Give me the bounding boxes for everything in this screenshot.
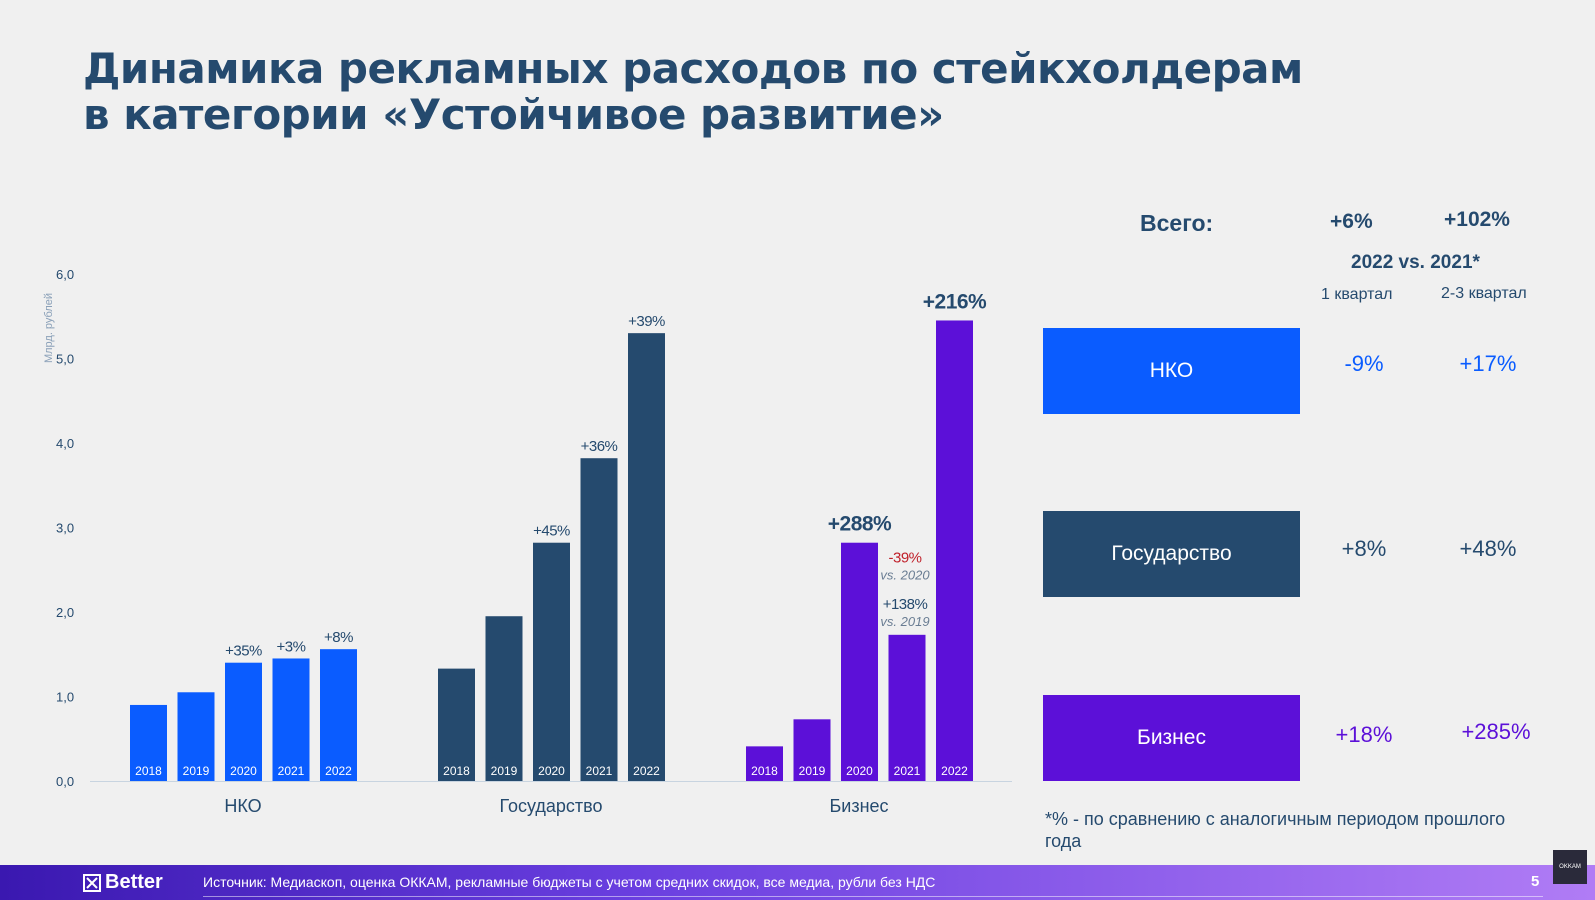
bar-year-label: 2019 (799, 764, 826, 778)
y-tick-label: 3,0 (56, 521, 74, 536)
bar (793, 719, 831, 781)
nko-q23: +17% (1459, 351, 1517, 376)
bar-value-label: +288% (828, 513, 892, 536)
x-category-label: Государство (499, 796, 602, 816)
bar (225, 662, 262, 781)
x-category-label: НКО (224, 796, 261, 816)
annotation-note: vs. 2020 (880, 568, 930, 583)
biz-q1: +18% (1335, 722, 1393, 747)
bar-value-label: +36% (581, 438, 618, 455)
annotation-value: -39% (888, 550, 921, 567)
bar-year-label: 2019 (491, 764, 518, 778)
total-q23: +102% (1444, 208, 1510, 231)
total-label: Всего: (1140, 210, 1214, 236)
bar-year-label: 2018 (751, 764, 778, 778)
source-text: Источник: Медиаскоп, оценка ОККАМ, рекла… (203, 874, 936, 890)
gos-q1: +8% (1341, 536, 1387, 561)
bar-year-label: 2020 (846, 764, 873, 778)
bar-year-label: 2020 (230, 764, 257, 778)
title-line-1: Динамика рекламных расходов по стейкхолд… (83, 44, 1303, 93)
legend-box-gos: Государство (1043, 511, 1300, 597)
bar (746, 746, 783, 781)
q23-label: 2-3 квартал (1441, 285, 1527, 302)
bar (533, 542, 570, 781)
legend-box-biz: Бизнес (1043, 695, 1300, 781)
bar (580, 458, 618, 781)
bar-year-label: 2022 (633, 764, 660, 778)
brand-icon (83, 873, 101, 892)
page-title: Динамика рекламных расходов по стейкхолд… (83, 46, 1303, 138)
bar-year-label: 2022 (325, 764, 352, 778)
bar-value-label: +3% (277, 638, 306, 655)
brand-logo: Better (83, 871, 163, 894)
footer-bar: Better Источник: Медиаскоп, оценка ОККАМ… (0, 865, 1595, 900)
okkam-logo: OKKAM (1553, 850, 1587, 884)
compare-label: 2022 vs. 2021* (1351, 252, 1480, 273)
bar (177, 692, 215, 781)
bar-value-label: +39% (628, 313, 665, 330)
y-tick-label: 4,0 (56, 436, 74, 451)
page-number: 5 (1531, 873, 1540, 890)
legend-box-nko: НКО (1043, 328, 1300, 414)
bar (888, 634, 926, 781)
bar-year-label: 2020 (538, 764, 565, 778)
bar-year-label: 2021 (586, 764, 613, 778)
legend-label-gos: Государство (1111, 542, 1232, 565)
bar (272, 658, 310, 781)
bar (841, 542, 878, 781)
bar (438, 668, 475, 781)
bar-value-label: +45% (533, 523, 570, 540)
bar (628, 333, 665, 781)
bar-year-label: 2018 (135, 764, 162, 778)
title-line-2: в категории «Устойчивое развитие» (83, 90, 944, 139)
y-tick-label: 1,0 (56, 690, 74, 705)
y-tick-label: 5,0 (56, 352, 74, 367)
bar-year-label: 2019 (183, 764, 210, 778)
bar (130, 704, 167, 781)
y-tick-label: 6,0 (56, 267, 74, 282)
nko-q1: -9% (1344, 351, 1384, 376)
bar-value-label: +216% (923, 290, 987, 313)
bar-year-label: 2022 (941, 764, 968, 778)
q1-label: 1 квартал (1321, 286, 1393, 303)
annotation-value: +138% (883, 596, 928, 613)
y-tick-label: 2,0 (56, 605, 74, 620)
bar (320, 649, 357, 781)
legend-label-biz: Бизнес (1137, 726, 1206, 749)
brand-name: Better (105, 871, 163, 893)
x-category-label: Бизнес (829, 796, 888, 816)
total-q1: +6% (1330, 210, 1373, 233)
footnote: *% - по сравнению с аналогичным периодом… (1045, 809, 1506, 851)
legend-label-nko: НКО (1149, 359, 1194, 382)
annotation-note: vs. 2019 (880, 614, 929, 629)
bar-chart: 0,0 1,0 2,0 3,0 4,0 5,0 6,0 2018 2019 2020 +35% 202… (56, 267, 1012, 816)
gos-q23: +48% (1459, 536, 1517, 561)
bar (936, 320, 973, 781)
bar-year-label: 2021 (894, 764, 921, 778)
bar-value-label: +8% (324, 629, 353, 646)
y-tick-label: 0,0 (56, 774, 74, 789)
bar-year-label: 2021 (278, 764, 305, 778)
bar-year-label: 2018 (443, 764, 470, 778)
bar-value-label: +35% (225, 643, 262, 660)
bar (485, 616, 523, 781)
biz-q23: +285% (1461, 719, 1531, 744)
footer-divider (203, 896, 1543, 897)
